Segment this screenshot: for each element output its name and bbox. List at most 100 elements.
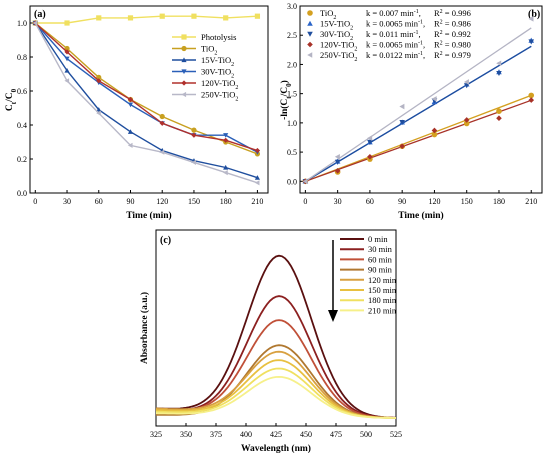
panel-b-point	[431, 131, 438, 138]
legend-r2: R2 = 0.979	[434, 50, 471, 60]
legend-entry: 180 min	[368, 295, 397, 305]
panel-a-point	[223, 133, 229, 138]
panel-b-point	[496, 108, 502, 114]
legend-entry: 150 min	[368, 285, 397, 295]
panel-a-point	[223, 170, 228, 176]
panel-b-point	[528, 97, 535, 103]
panel-a-point	[32, 20, 38, 26]
panel-a-legend: Photolysis TiO215V-TiO230V-TiO2120V-TiO22…	[172, 32, 238, 103]
panel-a-point	[96, 15, 102, 21]
legend-entry: TiO2	[201, 44, 217, 57]
panel-a-ylabel: Ct/C0	[5, 88, 18, 111]
legend-entry: 210 min	[368, 305, 397, 315]
panel-a-xtick-label: 180	[220, 197, 232, 206]
panel-b-fit-line	[305, 27, 532, 182]
panel-a-point	[127, 102, 134, 108]
decrease-arrow-head	[328, 310, 338, 322]
legend-marker	[307, 41, 313, 48]
legend-entry: 15V-TiO2	[201, 55, 234, 68]
panel-a-ytick-label: 0.8	[17, 53, 27, 62]
legend-entry: 60 min	[368, 254, 393, 264]
panel-a-point	[127, 96, 134, 103]
panel-b-point	[334, 159, 341, 165]
legend-r2: R2 = 0.992	[434, 29, 471, 39]
panel-b-xlabel: Time (min)	[398, 210, 443, 221]
legend-entry: 250V-TiO2	[320, 50, 357, 63]
legend-rate-constant: k = 0.0065 min-1,	[366, 19, 425, 29]
panel-a-ytick-label: 0.0	[17, 189, 27, 198]
panel-b-ylabel: -ln(Ct/C0)	[279, 80, 293, 120]
panel-a-xtick-label: 120	[156, 197, 168, 206]
panel-a-point	[64, 68, 70, 73]
legend-entry: 15V-TiO2	[320, 19, 353, 32]
panel-b-xtick-label: 90	[398, 197, 406, 206]
panel-a-frame	[29, 5, 269, 194]
panel-a-point	[96, 78, 102, 84]
panel-a-xtick-label: 60	[95, 197, 103, 206]
panel-a: (a) 0 30 60 90 120 150 180 210 0.0 0.2 0.4 0.6 0.8 1.…	[5, 5, 269, 221]
panel-c-xlabel: Wavelength (nm)	[241, 443, 311, 454]
panel-a-point	[254, 180, 260, 186]
panel-c-xtick-label: 325	[150, 430, 162, 439]
panel-b-ytick-label: 0.0	[287, 177, 297, 186]
panel-a-point	[159, 149, 165, 155]
panel-b-point	[463, 117, 470, 123]
legend-r2: R2 = 0.996	[434, 8, 471, 18]
legend-entry: TiO2	[320, 8, 336, 21]
panel-a-point	[191, 159, 197, 165]
panel-a-point	[127, 129, 134, 134]
panel-a-series-line	[34, 22, 258, 184]
panel-a-point	[64, 56, 70, 62]
panel-b-point	[334, 167, 341, 174]
panel-b-xtick-label: 30	[334, 197, 342, 206]
legend-entry: 30V-TiO2	[320, 29, 353, 42]
legend-r2: R2 = 0.980	[434, 40, 471, 50]
panel-a-ytick-label: 1.0	[17, 19, 27, 28]
panel-a-series-line	[34, 22, 258, 179]
panel-b-ytick-label: 2.5	[287, 31, 297, 40]
panel-b-point	[431, 127, 438, 134]
legend-rate-constant: k = 0.0065 min-1,	[366, 40, 425, 50]
panel-a-xtick-label: 0	[33, 197, 37, 206]
panel-b-point	[463, 83, 470, 89]
panel-a-point	[223, 164, 229, 170]
panel-a-xtick-label: 30	[63, 197, 71, 206]
panel-a-point	[127, 142, 133, 148]
panel-a-point	[96, 107, 102, 112]
panel-a-point	[127, 15, 134, 21]
panel-c-xtick-label: 400	[240, 430, 252, 439]
legend-entry: Photolysis	[201, 32, 236, 42]
panel-a-point	[64, 78, 70, 84]
panel-b-xtick-label: 60	[366, 197, 374, 206]
panel-c-xtick-label: 425	[270, 430, 282, 439]
panel-a-point	[64, 20, 70, 26]
panel-a-point	[254, 175, 261, 180]
legend-rate-constant: k = 0.011 min-1,	[366, 29, 421, 39]
legend-marker	[181, 91, 187, 98]
panel-a-point	[159, 120, 165, 126]
legend-entry: 30V-TiO2	[201, 67, 234, 80]
legend-entry: 0 min	[368, 234, 388, 244]
panel-a-series-line	[34, 22, 258, 153]
legend-marker	[307, 52, 313, 58]
legend-entry: 120V-TiO2	[320, 40, 357, 53]
panel-b-ytick-label: 1.5	[287, 90, 297, 99]
panel-b-ytick-label: 3.0	[287, 2, 297, 11]
panel-a-xlabel: Time (min)	[126, 210, 171, 221]
panel-b-ytick-label: 1.0	[287, 119, 297, 128]
legend-entry: 120V-TiO2	[201, 78, 238, 91]
panel-a-point	[254, 13, 261, 19]
panel-c-xtick-label: 525	[390, 430, 402, 439]
panel-b-fit-line	[305, 45, 532, 182]
legend-entry: 250V-TiO2	[201, 90, 238, 103]
panel-b-point	[496, 60, 502, 67]
panel-c-ylabel: Absorbance (a.u.)	[139, 292, 150, 364]
legend-entry: 30 min	[368, 244, 393, 254]
panel-b-point	[528, 39, 535, 45]
panel-b-point	[496, 70, 502, 77]
panel-b-fit-line	[305, 94, 532, 182]
legend-marker	[181, 80, 187, 86]
legend-marker	[181, 34, 187, 40]
panel-b-point	[528, 92, 535, 99]
